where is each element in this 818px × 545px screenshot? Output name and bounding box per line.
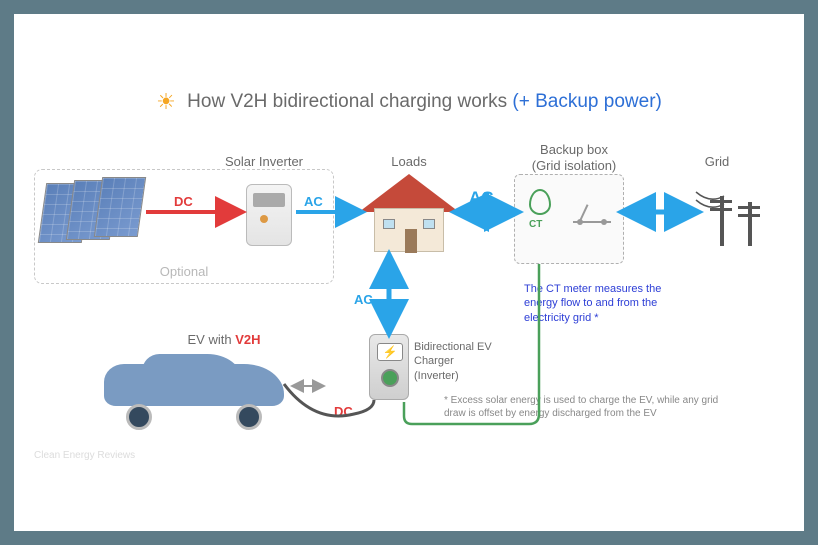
- bolt-icon: ⚡: [377, 343, 403, 361]
- ev-car-icon: [104, 354, 284, 424]
- ac-label-1: AC: [304, 194, 323, 209]
- ct-label: CT: [529, 219, 542, 230]
- ev-label: EV with V2H: [164, 332, 284, 347]
- ev-charger-icon: ⚡: [369, 334, 409, 400]
- ct-note: The CT meter measures the energy flow to…: [524, 282, 694, 325]
- dc-label-2: DC: [334, 404, 353, 419]
- backup-box: CT: [514, 174, 624, 264]
- dc-label-1: DC: [174, 194, 193, 209]
- footnote: * Excess solar energy is used to charge …: [444, 394, 724, 420]
- loads-label: Loads: [374, 154, 444, 169]
- title-main: How V2H bidirectional charging works: [187, 91, 507, 112]
- ct-meter-icon: [529, 189, 551, 215]
- diagram-title: ☀ How V2H bidirectional charging works (…: [14, 89, 804, 115]
- sun-icon: ☀: [156, 89, 176, 115]
- optional-label: Optional: [35, 264, 333, 279]
- solar-inverter: [246, 184, 292, 246]
- title-suffix: (+ Backup power): [512, 91, 661, 112]
- solar-inverter-label: Solar Inverter: [219, 154, 309, 169]
- ac-label-3: AC: [354, 292, 373, 307]
- grid-label: Grid: [692, 154, 742, 169]
- diagram-canvas: ☀ How V2H bidirectional charging works (…: [14, 14, 804, 531]
- grid-icon: [708, 184, 778, 254]
- ac-label-2: AC: [469, 188, 494, 208]
- isolation-switch-icon: [573, 193, 611, 229]
- solar-panels: [42, 177, 142, 247]
- house-icon: [359, 174, 459, 254]
- backup-box-label: Backup box (Grid isolation): [519, 142, 629, 173]
- credit-text: Clean Energy Reviews: [34, 450, 135, 461]
- edge-ev-charger-cable: [284, 384, 374, 416]
- charger-label: Bidirectional EV Charger (Inverter): [414, 340, 504, 383]
